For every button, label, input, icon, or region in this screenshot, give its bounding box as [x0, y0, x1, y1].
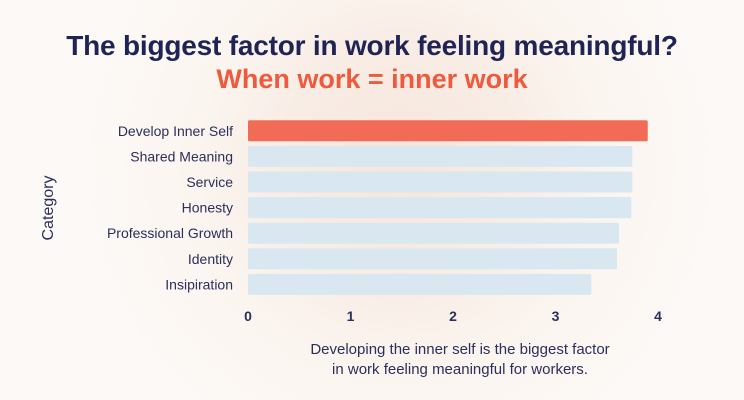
x-tick-label: 0	[244, 308, 252, 324]
chart-title: The biggest factor in work feeling meani…	[66, 30, 678, 61]
bar	[248, 120, 648, 142]
y-axis-label: Category	[40, 176, 57, 241]
x-tick-label: 2	[449, 308, 457, 324]
category-label: Professional Growth	[107, 225, 233, 241]
chart-caption: Developing the inner self is the biggest…	[250, 340, 670, 380]
category-label: Insipiration	[165, 276, 233, 292]
bar	[248, 197, 632, 219]
category-label: Develop Inner Self	[118, 123, 233, 139]
bar	[248, 273, 592, 295]
x-tick-label: 1	[347, 308, 355, 324]
category-label: Service	[186, 174, 233, 190]
bar	[248, 145, 633, 167]
x-tick-label: 4	[654, 308, 662, 324]
chart-subtitle: When work = inner work	[216, 64, 528, 94]
caption-line-2: in work feeling meaningful for workers.	[332, 361, 588, 378]
bar	[248, 171, 633, 193]
bar	[248, 222, 620, 244]
category-label: Identity	[188, 251, 233, 267]
bar	[248, 248, 617, 270]
category-label: Honesty	[182, 200, 233, 216]
category-label: Shared Meaning	[130, 148, 233, 164]
caption-line-1: Developing the inner self is the biggest…	[310, 341, 610, 358]
x-tick-label: 3	[552, 308, 560, 324]
